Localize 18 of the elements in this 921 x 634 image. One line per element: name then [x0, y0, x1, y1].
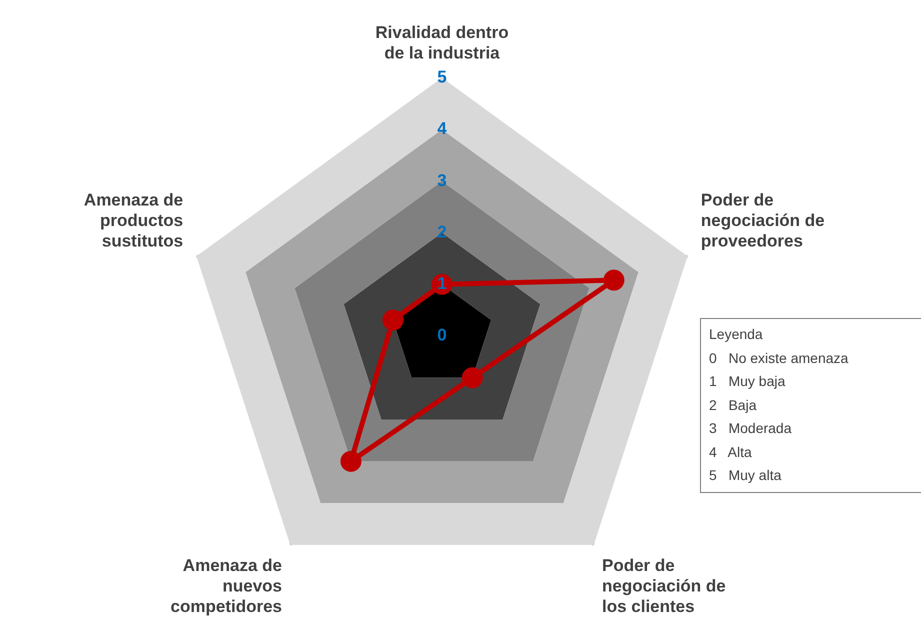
y-tick-label: 0	[437, 326, 447, 345]
text: 5 Muy alta	[709, 466, 782, 485]
text: 0 No existe amenaza	[709, 348, 850, 368]
y-tick-label: 4	[437, 119, 448, 138]
spoke-label: Rivalidad dentro de la industria	[375, 22, 509, 62]
spoke-label: Poder de negociación de proveedores	[700, 190, 825, 250]
y-tick-label: 5	[437, 67, 447, 86]
spoke-label: Poder de negociación de los clientes	[602, 556, 726, 616]
spoke-label: Amenaza de productos sustitutos	[84, 190, 184, 250]
y-tick-label: 2	[437, 222, 447, 242]
y-tick-label: 3	[437, 170, 447, 190]
text: 4 Alta	[709, 442, 753, 462]
text: Leyenda	[709, 325, 764, 344]
text: 3 Moderada	[709, 419, 792, 438]
y-tick-label: 1	[437, 274, 447, 294]
text: 2 Baja	[709, 396, 758, 415]
text: 1 Muy baja	[709, 372, 786, 391]
spoke-label: Amenaza de nuevos competidores	[170, 556, 282, 616]
